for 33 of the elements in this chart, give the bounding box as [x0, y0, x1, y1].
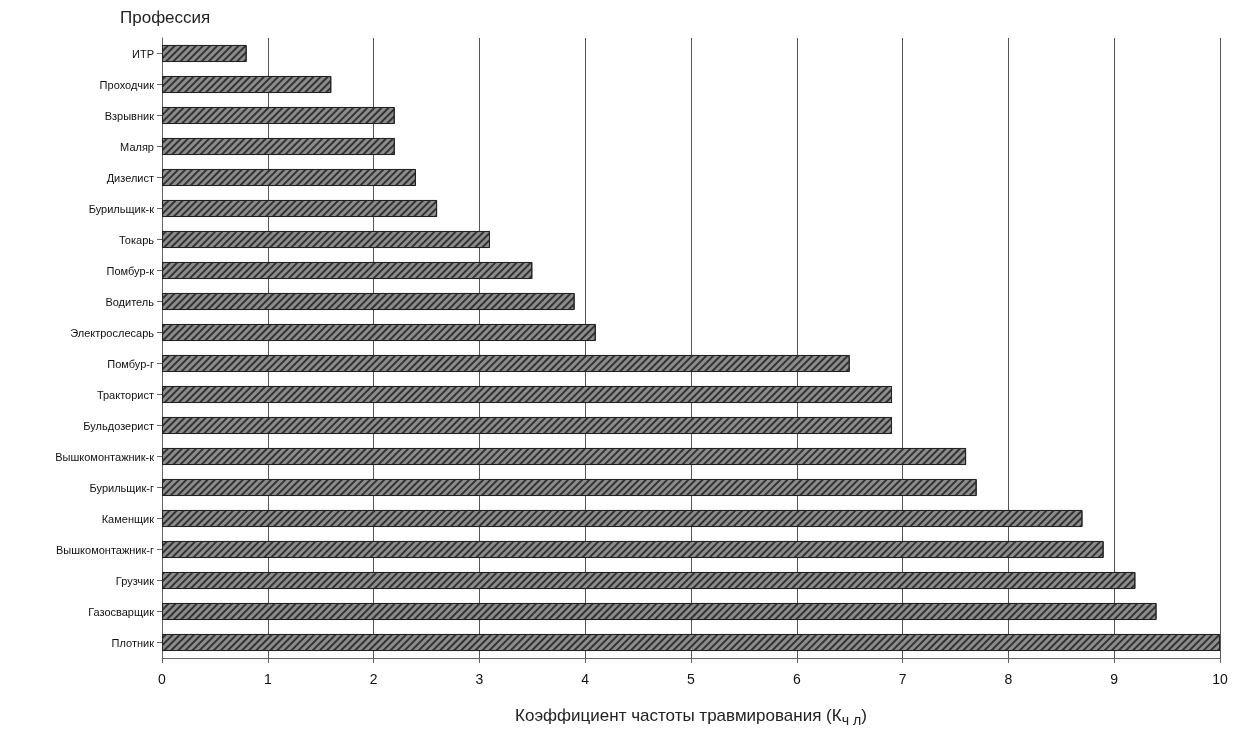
y-tick-label: Бульдозерист	[83, 419, 154, 432]
y-axis-title: Профессия	[120, 8, 211, 28]
y-tick-label: Электрослесарь	[70, 326, 155, 339]
y-tick-label: Водитель	[105, 295, 155, 308]
y-tick-label: Взрывник	[104, 109, 155, 122]
x-tick-label: 5	[687, 671, 696, 687]
y-tick-label: Тракторист	[96, 388, 154, 401]
x-tick-label: 1	[263, 671, 272, 687]
y-tick-label: Плотник	[111, 636, 155, 649]
x-tick-label: 6	[792, 671, 801, 687]
y-tick-label: Каменщик	[101, 512, 155, 525]
x-tick-label: 9	[1110, 671, 1119, 687]
y-tick-label: Помбур-к	[106, 264, 155, 277]
x-tick-label: 10	[1212, 671, 1228, 687]
y-tick-label: Вышкомонтажник-г	[56, 543, 154, 556]
x-tick-label: 4	[581, 671, 590, 687]
y-tick-label: Дизелист	[106, 171, 154, 184]
y-tick-label: Проходчик	[99, 78, 155, 91]
y-tick-label: Грузчик	[115, 574, 155, 587]
y-tick-label: ИТР	[132, 47, 154, 60]
x-tick-label: 3	[475, 671, 484, 687]
y-tick-label: Помбур-г	[107, 357, 154, 370]
x-axis-title: Коэффициент частоты травмирования (К$_{ч л}$)	[514, 706, 868, 729]
y-tick-label: Бурильщик-г	[89, 481, 154, 494]
y-tick-label: Газосварщик	[88, 605, 155, 618]
y-tick-label: Вышкомонтажник-к	[55, 450, 155, 463]
x-tick-label: 8	[1004, 671, 1013, 687]
x-tick-label: 7	[898, 671, 907, 687]
x-tick-label: 2	[369, 671, 378, 687]
x-tick-label: 0	[158, 671, 167, 687]
y-tick-label: Токарь	[119, 233, 155, 246]
y-tick-label: Бурильщик-к	[88, 202, 155, 215]
y-tick-label: Маляр	[120, 140, 154, 153]
